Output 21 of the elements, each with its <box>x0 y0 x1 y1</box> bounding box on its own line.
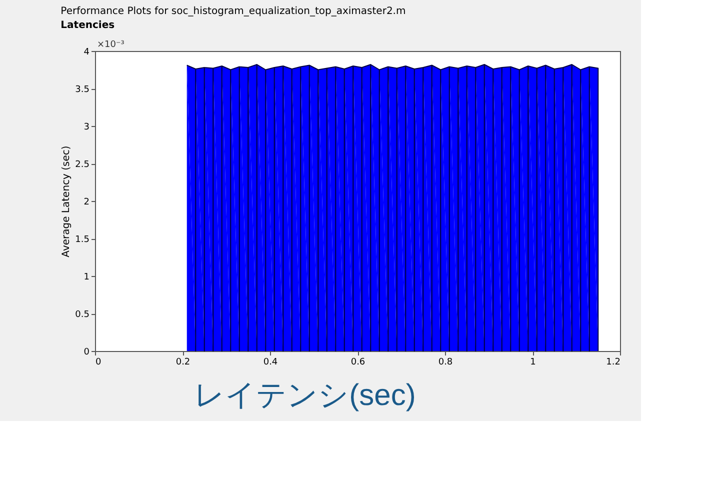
y-tick-label: 1.5 <box>75 235 90 245</box>
y-tick-label: 3 <box>84 122 90 132</box>
y-tick-label: 1 <box>84 272 90 282</box>
x-tick-label: 0.6 <box>350 358 366 368</box>
text: ×10⁻³ <box>97 40 125 50</box>
x-tick-label: 0.8 <box>438 358 453 368</box>
y-tick-label: 0 <box>84 348 90 358</box>
y-tick-label: 0.5 <box>75 310 90 320</box>
x-tick-label: 0.2 <box>176 358 190 368</box>
x-tick-label: 1.2 <box>606 358 620 368</box>
y-tick-label: 2 <box>84 198 90 208</box>
x-tick-label: 0 <box>96 358 102 368</box>
y-tick-label: 2.5 <box>75 160 90 170</box>
chart-subtitle: Latencies <box>60 20 115 31</box>
y-tick-label: 4 <box>84 48 90 58</box>
y-axis-title: Average Latency (sec) <box>61 146 72 258</box>
chart-title: Performance Plots for soc_histogram_equalization_top_aximaster2.m <box>60 6 406 17</box>
x-tick-label: 1 <box>530 358 536 368</box>
y-tick-label: 3.5 <box>75 85 90 95</box>
x-tick-label: 0.4 <box>263 358 278 368</box>
text: レイテンシ(sec) <box>194 379 416 412</box>
